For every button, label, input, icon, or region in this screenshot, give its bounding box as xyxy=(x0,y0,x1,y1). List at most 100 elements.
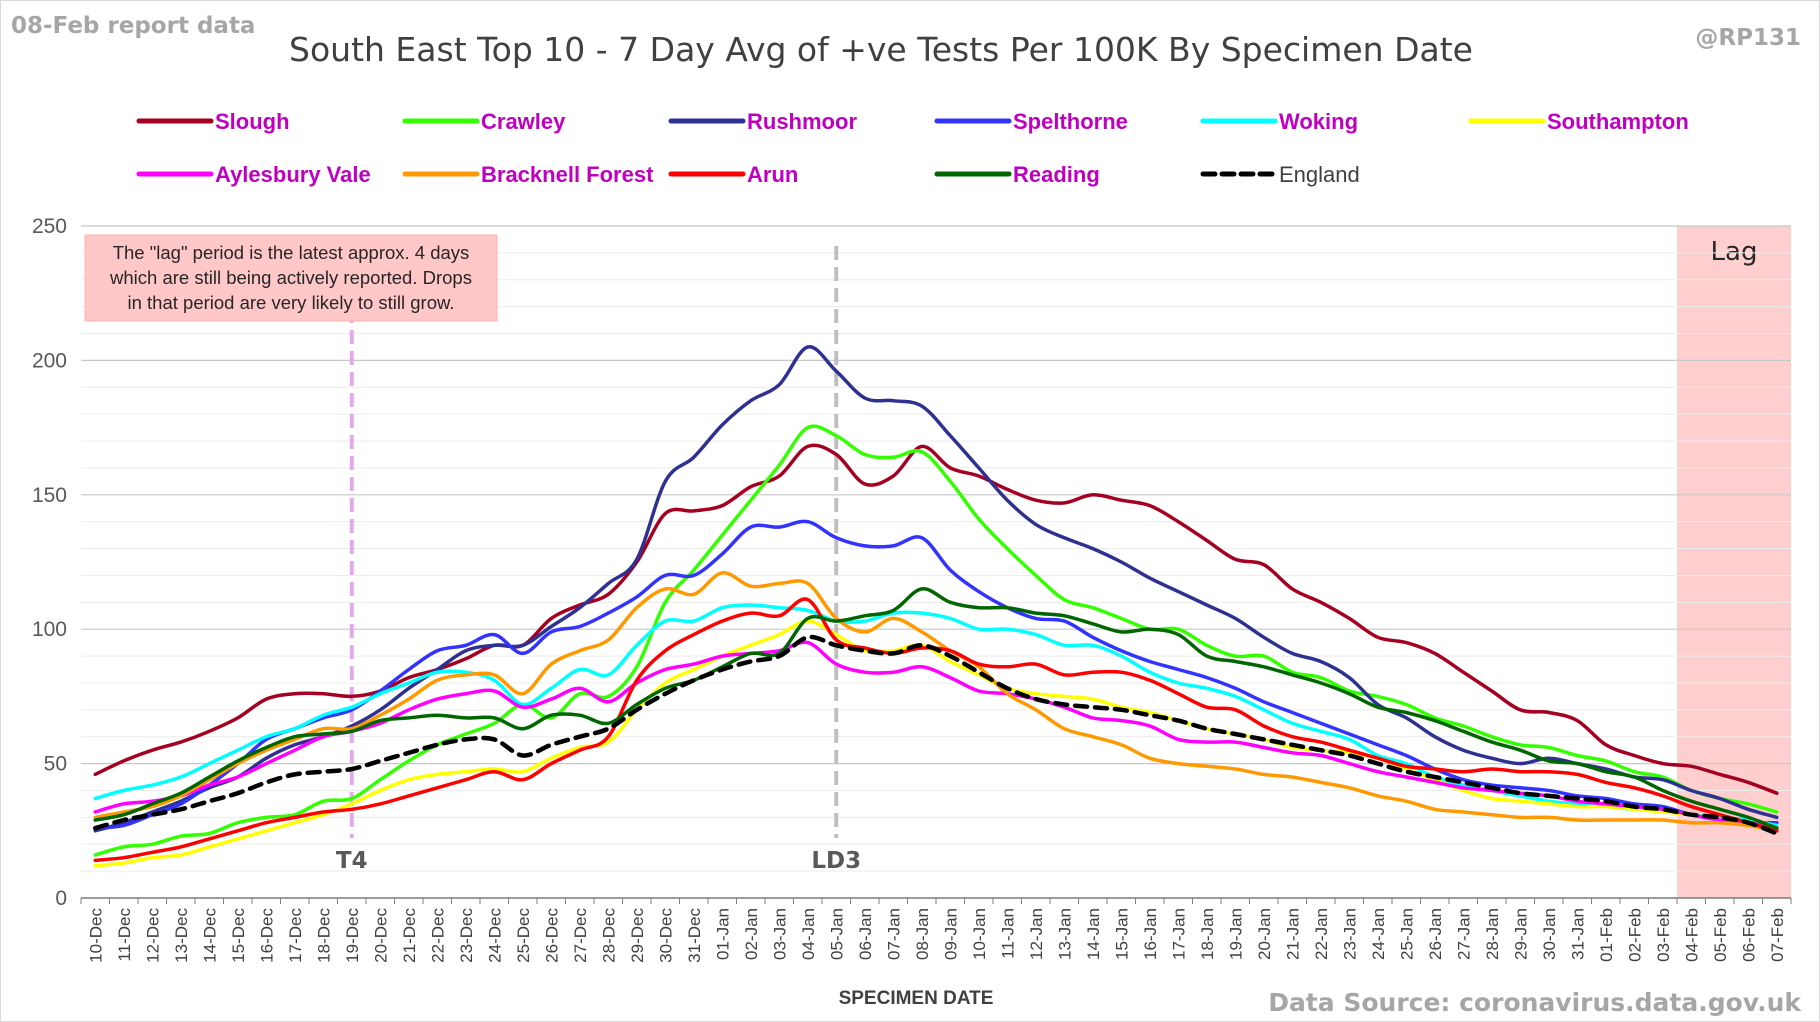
lag-note-line-2: which are still being actively reported.… xyxy=(109,267,472,288)
x-tick-label: 20-Jan xyxy=(1255,908,1274,960)
chart-series xyxy=(93,345,1780,868)
event-markers: T4 LD3 xyxy=(336,246,861,874)
lag-label: Lag xyxy=(1711,237,1758,267)
x-tick-label: 29-Dec xyxy=(628,908,647,963)
x-tick-label: 05-Jan xyxy=(827,908,846,960)
x-tick-label: 11-Dec xyxy=(115,908,134,962)
y-tick-label: 50 xyxy=(44,753,67,776)
y-tick-label: 0 xyxy=(55,887,67,910)
x-tick-label: 24-Dec xyxy=(485,908,504,963)
data-source-label: Data Source: coronavirus.data.gov.uk xyxy=(1268,988,1802,1017)
chart-axes: 0 50 100 150 200 250 10-Dec 11-Dec 12-Dec 13-Dec 1… xyxy=(32,215,1792,963)
x-tick-label: 24-Jan xyxy=(1369,908,1388,960)
series-line-bracknell-forest xyxy=(93,571,1779,833)
x-tick-label: 14-Jan xyxy=(1084,908,1103,960)
legend-label-southampton: Southampton xyxy=(1547,109,1689,134)
x-tick-label: 28-Dec xyxy=(599,908,618,963)
x-tick-label: 26-Dec xyxy=(542,908,561,963)
lag-shading xyxy=(1677,226,1791,898)
x-tick-label: 10-Jan xyxy=(970,908,989,960)
x-tick-label: 12-Jan xyxy=(1027,908,1046,960)
x-tick-label: 25-Dec xyxy=(514,908,533,963)
marker-label-ld3: LD3 xyxy=(811,848,861,874)
series-line-rushmoor xyxy=(93,345,1779,833)
lag-note-line-3: in that period are very likely to still … xyxy=(128,292,455,313)
x-tick-label: 25-Jan xyxy=(1397,908,1416,960)
chart-legend: Slough Crawley Rushmoor Spelthorne Woking Sou… xyxy=(136,109,1689,187)
x-tick-label: 17-Jan xyxy=(1169,908,1188,960)
x-tick-label: 14-Dec xyxy=(200,908,219,963)
x-tick-label: 02-Jan xyxy=(742,908,761,960)
series-line-spelthorne xyxy=(93,519,1779,830)
series-line-slough xyxy=(93,443,1779,795)
legend-label-reading: Reading xyxy=(1013,162,1100,187)
legend-label-england: England xyxy=(1279,162,1360,187)
x-tick-label: 09-Jan xyxy=(941,908,960,960)
x-tick-label: 23-Jan xyxy=(1340,908,1359,960)
x-tick-label: 18-Jan xyxy=(1198,908,1217,960)
legend-label-arun: Arun xyxy=(747,162,798,187)
series-line-reading xyxy=(93,587,1779,830)
x-tick-label: 10-Dec xyxy=(86,908,105,963)
legend-label-bracknell-forest: Bracknell Forest xyxy=(481,162,654,187)
x-tick-label: 13-Jan xyxy=(1055,908,1074,960)
legend-label-rushmoor: Rushmoor xyxy=(747,109,857,134)
x-tick-label: 21-Jan xyxy=(1283,908,1302,960)
x-tick-label: 31-Jan xyxy=(1568,908,1587,960)
x-tick-label: 07-Jan xyxy=(884,908,903,960)
x-tick-label: 13-Dec xyxy=(172,908,191,963)
lag-region: Lag xyxy=(1677,226,1791,898)
series-line-aylesbury-vale xyxy=(93,640,1779,830)
x-tick-label: 30-Dec xyxy=(656,908,675,963)
series-line-crawley xyxy=(93,424,1779,857)
x-tick-label: 02-Feb xyxy=(1625,908,1644,962)
legend-label-woking: Woking xyxy=(1279,109,1358,134)
legend-label-aylesbury-vale: Aylesbury Vale xyxy=(215,162,371,187)
x-tick-label: 19-Dec xyxy=(343,908,362,963)
x-tick-label: 21-Dec xyxy=(400,908,419,963)
x-tick-label: 27-Dec xyxy=(571,908,590,963)
x-tick-label: 20-Dec xyxy=(371,908,390,963)
x-tick-label: 01-Feb xyxy=(1597,908,1616,962)
legend-label-slough: Slough xyxy=(215,109,290,134)
y-tick-label: 200 xyxy=(32,349,67,372)
x-tick-label: 31-Dec xyxy=(685,908,704,963)
x-tick-label: 16-Jan xyxy=(1141,908,1160,960)
x-tick-label: 29-Jan xyxy=(1511,908,1530,960)
lag-note-box: The "lag" period is the latest approx. 4… xyxy=(84,234,498,322)
x-tick-label: 30-Jan xyxy=(1540,908,1559,960)
x-tick-label: 15-Dec xyxy=(229,908,248,963)
legend-label-spelthorne: Spelthorne xyxy=(1013,109,1128,134)
y-tick-label: 150 xyxy=(32,484,67,507)
x-tick-label: 23-Dec xyxy=(457,908,476,963)
x-tick-label: 06-Jan xyxy=(856,908,875,960)
x-tick-label: 15-Jan xyxy=(1112,908,1131,960)
x-tick-label: 11-Jan xyxy=(998,908,1017,959)
x-tick-label: 22-Dec xyxy=(428,908,447,963)
x-tick-label: 06-Feb xyxy=(1739,908,1758,962)
series-line-southampton xyxy=(93,619,1779,868)
y-tick-label: 100 xyxy=(32,618,67,641)
x-tick-label: 19-Jan xyxy=(1226,908,1245,960)
x-tick-label: 16-Dec xyxy=(257,908,276,963)
report-date-label: 08-Feb report data xyxy=(11,13,255,39)
series-line-england xyxy=(93,634,1780,836)
lag-note-background xyxy=(84,234,498,322)
author-handle: @RP131 xyxy=(1695,25,1801,51)
y-tick-label: 250 xyxy=(32,215,67,238)
marker-label-t4: T4 xyxy=(336,848,368,874)
x-tick-label: 26-Jan xyxy=(1426,908,1445,960)
x-tick-label: 07-Feb xyxy=(1768,908,1787,962)
x-tick-label: 04-Feb xyxy=(1682,908,1701,962)
x-tick-label: 12-Dec xyxy=(143,908,162,963)
x-tick-label: 04-Jan xyxy=(799,908,818,960)
x-tick-label: 03-Jan xyxy=(770,908,789,960)
x-tick-label: 18-Dec xyxy=(314,908,333,963)
x-tick-label: 01-Jan xyxy=(713,908,732,960)
x-tick-label: 27-Jan xyxy=(1454,908,1473,960)
x-tick-label: 17-Dec xyxy=(286,908,305,963)
chart-title: South East Top 10 - 7 Day Avg of +ve Tes… xyxy=(289,30,1473,69)
x-axis-label: SPECIMEN DATE xyxy=(839,988,994,1009)
